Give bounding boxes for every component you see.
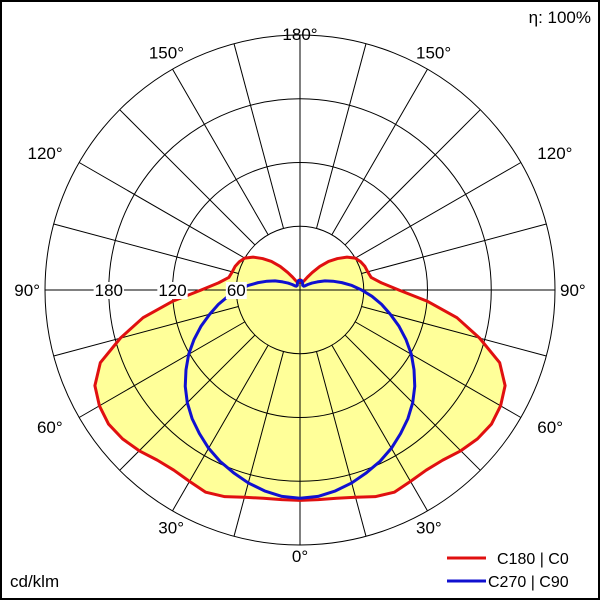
angle-tick-label-left-150: 150° (149, 44, 184, 63)
distribution-curves (93, 255, 507, 502)
radial-tick-60: 60 (225, 281, 247, 300)
grid-spoke-345 (233, 351, 284, 537)
radial-tick-120: 120 (157, 281, 188, 300)
grid-spoke-105 (361, 223, 547, 274)
angle-tick-label-top-180: 180° (282, 25, 317, 44)
grid-spoke-30 (331, 344, 428, 512)
legend-label-series-2: C270 | C90 (488, 574, 569, 591)
series-curve-2 (183, 278, 417, 500)
angle-tick-label-left-30: 30° (158, 518, 184, 537)
legend: C180 | C0 C270 | C90 (447, 551, 569, 591)
radial-tick-label-120: 120 (158, 281, 186, 300)
angle-tick-label-left-90: 90° (14, 281, 40, 300)
grid-spoke-210 (172, 68, 269, 236)
grid-spoke-225 (119, 109, 256, 246)
angle-tick-label-left-120: 120° (28, 144, 63, 163)
radial-tick-label-bg-60 (225, 282, 247, 299)
grid-spoke-150 (331, 68, 428, 236)
angle-tick-label-right-60: 60° (537, 418, 563, 437)
grid-spoke-255 (53, 223, 239, 274)
grid-spoke-240 (78, 162, 246, 259)
grid-spoke-60 (354, 321, 522, 418)
unit-label: cd/klm (10, 572, 59, 591)
angle-tick-label-right-90: 90° (560, 281, 586, 300)
grid-spoke-135 (344, 109, 481, 246)
grid-spoke-330 (172, 344, 269, 512)
radial-tick-label-60: 60 (227, 281, 246, 300)
radial-tick-label-bg-120 (157, 282, 188, 299)
grid-spoke-300 (78, 321, 246, 418)
angle-tick-label-right-120: 120° (537, 144, 572, 163)
legend-label-series-1: C180 | C0 (497, 551, 569, 568)
axis-labels: 180° 150° 150° 120° 120° 90° 90° 60° 60° 30° 30° 0°… (14, 25, 585, 566)
grid-spoke-120 (354, 162, 522, 259)
radial-tick-180: 180 (93, 281, 124, 300)
grid-spoke-195 (233, 43, 284, 229)
grid-spoke-165 (316, 43, 367, 229)
efficiency-label: η: 100% (529, 8, 591, 27)
grid-spoke-15 (316, 351, 367, 537)
angle-tick-label-right-30: 30° (416, 518, 442, 537)
angle-tick-label-bottom-0: 0° (292, 547, 308, 566)
angle-tick-label-right-150: 150° (416, 44, 451, 63)
radial-tick-label-bg-180 (93, 282, 124, 299)
angle-tick-label-left-60: 60° (37, 418, 63, 437)
radial-tick-label-180: 180 (95, 281, 123, 300)
